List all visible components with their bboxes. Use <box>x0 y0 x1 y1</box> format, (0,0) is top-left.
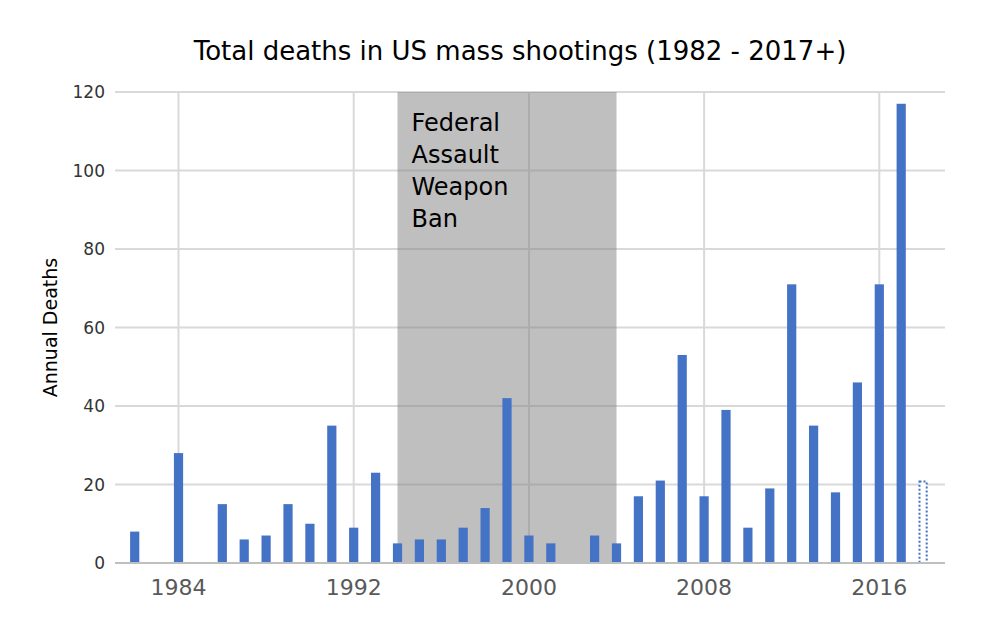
bar <box>502 398 511 563</box>
bar <box>174 453 183 563</box>
y-tick-label: 0 <box>94 553 105 573</box>
bar <box>897 104 906 563</box>
x-grid-line <box>353 92 355 563</box>
x-axis-line <box>115 562 945 564</box>
bar <box>612 543 621 563</box>
bar <box>831 492 840 563</box>
y-tick-label: 80 <box>83 239 105 259</box>
y-axis-label: Annual Deaths <box>39 258 61 397</box>
bar <box>130 532 139 563</box>
x-grid-line <box>703 92 705 563</box>
bar <box>590 536 599 563</box>
bar <box>721 410 730 563</box>
y-tick-label: 100 <box>73 161 105 181</box>
bar <box>481 508 490 563</box>
bar <box>656 481 665 563</box>
annotation-layer <box>398 92 617 563</box>
bar <box>371 473 380 563</box>
bar <box>459 528 468 563</box>
y-tick-label: 120 <box>73 82 105 102</box>
bar <box>787 284 796 563</box>
y-tick-label: 40 <box>83 396 105 416</box>
chart: Total deaths in US mass shootings (1982 … <box>0 0 1000 636</box>
bar <box>765 488 774 563</box>
bar <box>546 543 555 563</box>
title: Total deaths in US mass shootings (1982 … <box>193 36 847 66</box>
x-tick-label: 2016 <box>851 575 907 600</box>
bar <box>415 539 424 563</box>
bar <box>327 426 336 563</box>
bar <box>809 426 818 563</box>
bar <box>700 496 709 563</box>
bar <box>218 504 227 563</box>
bar <box>437 539 446 563</box>
y-grid-line <box>115 562 945 564</box>
bar <box>393 543 402 563</box>
bar <box>240 539 249 563</box>
bar <box>920 482 927 563</box>
y-tick-label: 20 <box>83 475 105 495</box>
bar <box>634 496 643 563</box>
bar <box>349 528 358 563</box>
y-tick-label: 60 <box>83 318 105 338</box>
bar <box>262 536 271 563</box>
annotation-text: FederalAssaultWeaponBan <box>412 109 509 233</box>
annotation-band <box>398 92 617 563</box>
x-tick-label: 1984 <box>151 575 207 600</box>
bar <box>283 504 292 563</box>
bar <box>743 528 752 563</box>
bar <box>853 382 862 563</box>
x-tick-label: 2008 <box>676 575 732 600</box>
bar <box>875 284 884 563</box>
bars <box>130 104 927 563</box>
x-tick-label: 1992 <box>326 575 382 600</box>
bar <box>678 355 687 563</box>
x-tick-label: 2000 <box>501 575 557 600</box>
bar <box>305 524 314 563</box>
bar <box>524 536 533 563</box>
